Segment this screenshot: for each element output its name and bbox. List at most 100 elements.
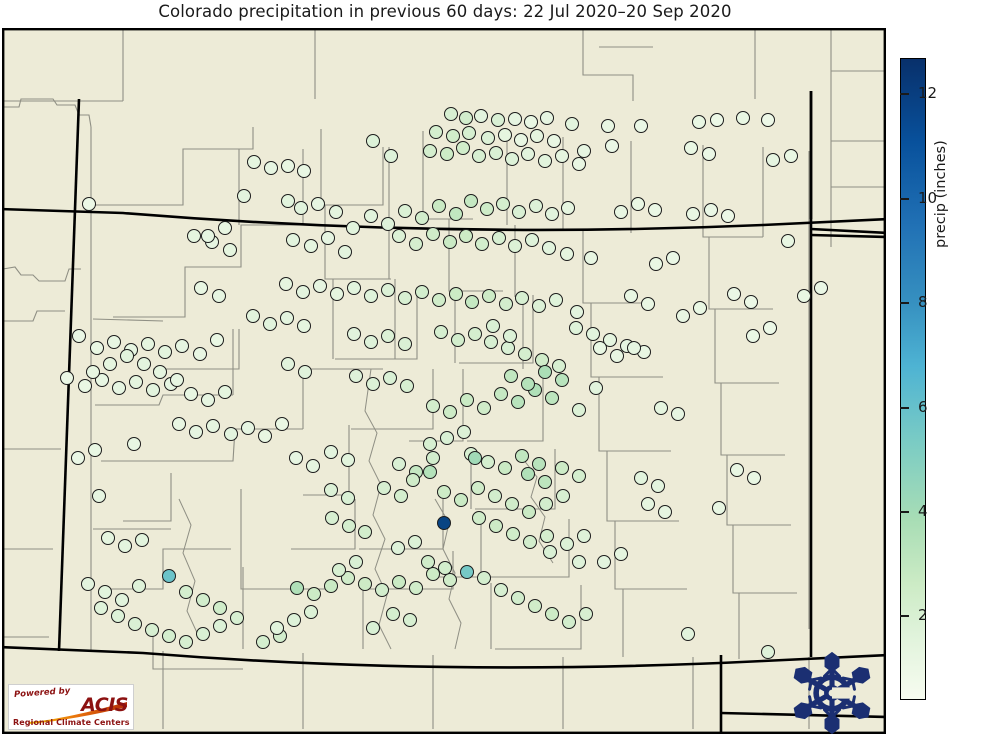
station-point[interactable] — [170, 373, 184, 387]
station-point[interactable] — [797, 289, 811, 303]
station-point[interactable] — [187, 229, 201, 243]
station-point[interactable] — [349, 555, 363, 569]
station-point[interactable] — [692, 115, 706, 129]
station-point[interactable] — [311, 197, 325, 211]
station-point[interactable] — [294, 201, 308, 215]
station-point[interactable] — [132, 579, 146, 593]
station-point[interactable] — [145, 623, 159, 637]
station-point[interactable] — [532, 457, 546, 471]
station-point[interactable] — [684, 141, 698, 155]
station-point[interactable] — [324, 445, 338, 459]
station-point[interactable] — [489, 146, 503, 160]
station-point[interactable] — [488, 489, 502, 503]
station-point[interactable] — [364, 289, 378, 303]
station-point[interactable] — [549, 293, 563, 307]
station-point[interactable] — [364, 209, 378, 223]
station-point[interactable] — [631, 197, 645, 211]
station-point[interactable] — [736, 111, 750, 125]
station-point[interactable] — [468, 327, 482, 341]
station-point[interactable] — [460, 393, 474, 407]
station-point[interactable] — [383, 371, 397, 385]
station-point[interactable] — [538, 154, 552, 168]
station-point[interactable] — [201, 393, 215, 407]
station-point[interactable] — [364, 335, 378, 349]
station-point[interactable] — [505, 497, 519, 511]
station-point[interactable] — [279, 277, 293, 291]
station-point[interactable] — [545, 207, 559, 221]
station-point[interactable] — [426, 567, 440, 581]
station-point[interactable] — [721, 209, 735, 223]
station-point[interactable] — [481, 131, 495, 145]
station-point[interactable] — [437, 485, 451, 499]
station-point[interactable] — [341, 491, 355, 505]
station-point[interactable] — [366, 134, 380, 148]
station-point[interactable] — [72, 329, 86, 343]
station-point[interactable] — [206, 419, 220, 433]
station-point[interactable] — [465, 295, 479, 309]
station-point[interactable] — [627, 341, 641, 355]
station-point[interactable] — [443, 573, 457, 587]
station-point[interactable] — [577, 529, 591, 543]
station-point[interactable] — [584, 251, 598, 265]
station-point[interactable] — [423, 465, 437, 479]
station-point[interactable] — [432, 199, 446, 213]
station-point[interactable] — [572, 469, 586, 483]
station-point[interactable] — [449, 287, 463, 301]
station-point[interactable] — [761, 113, 775, 127]
station-point[interactable] — [505, 152, 519, 166]
station-point[interactable] — [464, 194, 478, 208]
station-point[interactable] — [101, 531, 115, 545]
station-point[interactable] — [492, 231, 506, 245]
station-point[interactable] — [440, 147, 454, 161]
station-point[interactable] — [593, 341, 607, 355]
station-point[interactable] — [552, 359, 566, 373]
station-point[interactable] — [676, 309, 690, 323]
station-point[interactable] — [681, 627, 695, 641]
station-point[interactable] — [103, 357, 117, 371]
station-point[interactable] — [158, 345, 172, 359]
station-point[interactable] — [146, 383, 160, 397]
station-point[interactable] — [224, 427, 238, 441]
station-point[interactable] — [459, 229, 473, 243]
station-point[interactable] — [423, 437, 437, 451]
station-point[interactable] — [342, 519, 356, 533]
station-point[interactable] — [423, 144, 437, 158]
station-point[interactable] — [506, 527, 520, 541]
station-point[interactable] — [555, 149, 569, 163]
station-point[interactable] — [398, 204, 412, 218]
station-point[interactable] — [744, 295, 758, 309]
station-point[interactable] — [298, 365, 312, 379]
station-point[interactable] — [529, 199, 543, 213]
station-point[interactable] — [307, 587, 321, 601]
station-point[interactable] — [494, 583, 508, 597]
station-point[interactable] — [614, 547, 628, 561]
station-point[interactable] — [512, 205, 526, 219]
station-point[interactable] — [289, 451, 303, 465]
station-point[interactable] — [196, 593, 210, 607]
station-point[interactable] — [472, 149, 486, 163]
station-point[interactable] — [501, 341, 515, 355]
station-point[interactable] — [358, 525, 372, 539]
station-point[interactable] — [241, 421, 255, 435]
station-point[interactable] — [521, 147, 535, 161]
station-point[interactable] — [641, 497, 655, 511]
station-point[interactable] — [280, 311, 294, 325]
station-point[interactable] — [98, 585, 112, 599]
station-point[interactable] — [543, 545, 557, 559]
station-point[interactable] — [468, 451, 482, 465]
station-point[interactable] — [313, 279, 327, 293]
station-point[interactable] — [346, 221, 360, 235]
station-point[interactable] — [201, 229, 215, 243]
station-point[interactable] — [381, 329, 395, 343]
station-point[interactable] — [347, 281, 361, 295]
station-point[interactable] — [540, 529, 554, 543]
station-point[interactable] — [381, 283, 395, 297]
station-point[interactable] — [499, 297, 513, 311]
station-point[interactable] — [341, 453, 355, 467]
station-point[interactable] — [671, 407, 685, 421]
station-point[interactable] — [415, 211, 429, 225]
station-point[interactable] — [392, 575, 406, 589]
station-point[interactable] — [153, 365, 167, 379]
station-point[interactable] — [542, 241, 556, 255]
station-point[interactable] — [194, 281, 208, 295]
